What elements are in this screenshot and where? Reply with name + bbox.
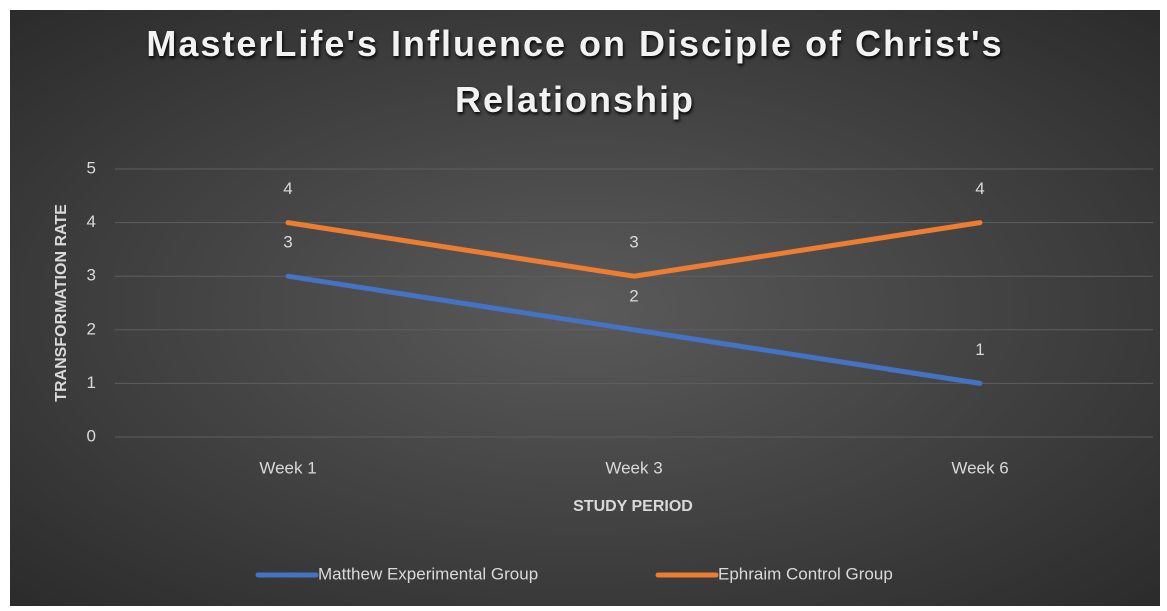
x-tick-label: Week 3	[605, 458, 662, 477]
y-tick-label: 5	[87, 158, 96, 177]
data-label: 4	[975, 179, 984, 198]
legend-label: Ephraim Control Group	[718, 564, 893, 583]
chart-background	[10, 10, 1160, 606]
y-tick-label: 2	[87, 319, 96, 338]
chart-title: MasterLife's Influence on Disciple of Ch…	[146, 23, 1004, 120]
x-axis-title: STUDY PERIOD	[573, 498, 693, 515]
legend-label: Matthew Experimental Group	[318, 564, 538, 583]
series-line	[285, 220, 983, 279]
y-tick-label: 1	[87, 373, 96, 392]
y-tick-label: 3	[87, 266, 96, 285]
x-tick-label: Week 1	[259, 458, 316, 477]
series-line	[285, 273, 983, 386]
data-label: 4	[283, 179, 292, 198]
data-label: 3	[283, 233, 292, 252]
y-tick-label: 0	[87, 426, 96, 445]
data-label: 2	[629, 286, 638, 305]
y-axis-title: TRANSFORMATION RATE	[53, 204, 70, 402]
x-tick-label: Week 6	[951, 458, 1008, 477]
data-label: 3	[629, 233, 638, 252]
y-tick-label: 4	[87, 212, 96, 231]
data-label: 1	[975, 340, 984, 359]
